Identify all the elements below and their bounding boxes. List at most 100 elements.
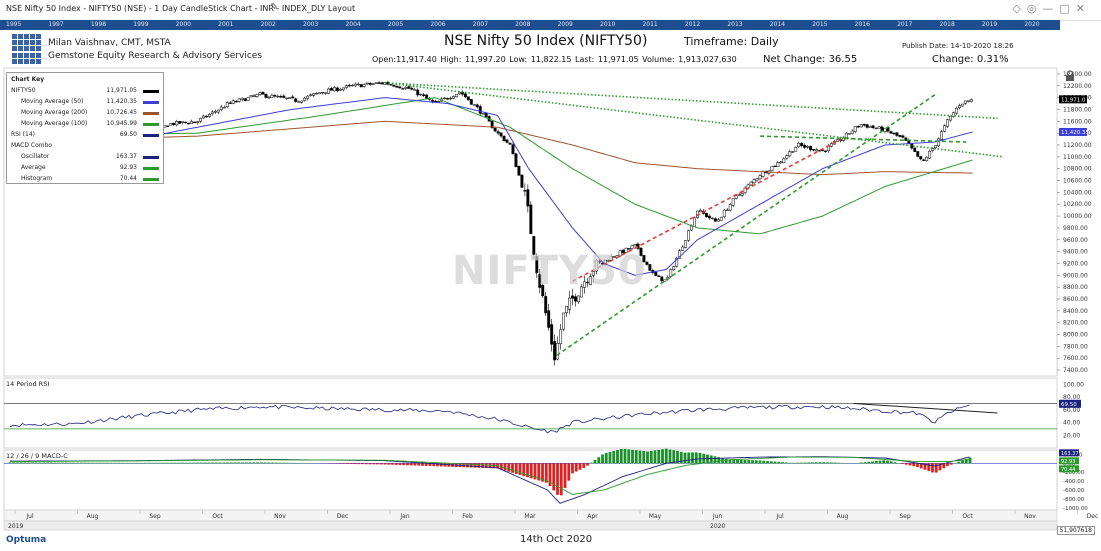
- candle-body: [901, 135, 905, 138]
- year-bar-label[interactable]: 2011: [642, 21, 658, 28]
- last-value-tag-text: 11,971.0: [1061, 97, 1086, 103]
- year-bar-label[interactable]: 2010: [600, 21, 616, 28]
- macd-histogram-bar: [124, 462, 128, 464]
- ma50-line: [9, 97, 973, 276]
- macd-histogram-bar: [574, 463, 578, 472]
- legend-row: Oscillator 163.37: [7, 153, 163, 163]
- candle-body: [193, 121, 196, 123]
- candle-body: [913, 147, 917, 152]
- candle-body: [327, 88, 330, 94]
- candle-body: [648, 264, 652, 271]
- macd-histogram-bar: [529, 463, 533, 479]
- edit-pencil-icon[interactable]: ✎: [270, 2, 279, 13]
- candle-body: [196, 121, 199, 123]
- macd-histogram-bar: [387, 463, 391, 465]
- macd-histogram-bar: [728, 459, 732, 464]
- year-bar-label[interactable]: 2012: [684, 21, 701, 28]
- candle-body: [353, 83, 357, 87]
- year-bar-label[interactable]: 1999: [133, 21, 149, 28]
- candle-body: [207, 114, 211, 117]
- candle-body: [606, 260, 610, 262]
- year-bar-label[interactable]: 2019: [981, 21, 998, 28]
- macd-histogram-bar: [139, 462, 143, 464]
- year-bar-label[interactable]: 1997: [48, 21, 64, 28]
- candle-body: [493, 127, 497, 132]
- candle-body: [499, 132, 503, 137]
- year-navigator-bar[interactable]: 1995 1997 1998 1999 2000 2001 2002 2003 2004 2005…: [0, 20, 1060, 30]
- candle-body: [713, 218, 717, 222]
- candle-body: [475, 104, 479, 108]
- macd-histogram-bar: [439, 463, 443, 467]
- macd-histogram-bar: [514, 463, 518, 474]
- candle-body: [928, 151, 932, 159]
- legend-row: NIFTY50 11,971.05: [7, 87, 163, 97]
- year-bar-label[interactable]: 2015: [812, 21, 828, 28]
- candle-body: [916, 151, 920, 157]
- year-bar-label[interactable]: 2006: [430, 21, 446, 28]
- year-bar-label[interactable]: 2014: [769, 21, 786, 28]
- year-bar-label[interactable]: 2000: [175, 21, 191, 28]
- lock-icon[interactable]: [1064, 70, 1076, 82]
- candle-body: [350, 85, 354, 87]
- macd-histogram-bar: [657, 449, 661, 464]
- candle-body: [853, 126, 857, 132]
- year-bar-label[interactable]: 2020: [1024, 21, 1040, 28]
- macd-histogram-bar: [604, 452, 608, 464]
- candle-body: [734, 195, 738, 199]
- candle-body: [588, 276, 592, 285]
- macd-histogram-bar: [391, 463, 394, 465]
- candle-body: [597, 260, 601, 263]
- candle-body: [347, 84, 351, 87]
- legend-row: Moving Average (200) 10,726.45: [7, 109, 163, 119]
- year-bar-label[interactable]: 2003: [303, 21, 319, 28]
- macd-histogram-bar: [533, 463, 537, 480]
- macd-histogram-bar: [79, 462, 83, 464]
- macd-histogram-bar: [42, 462, 46, 464]
- candle-body: [472, 104, 476, 106]
- year-bar-label[interactable]: 2016: [854, 21, 870, 28]
- year-bar-label[interactable]: 2009: [557, 21, 573, 28]
- candle-body: [639, 247, 643, 256]
- macd-histogram-bar: [244, 462, 248, 464]
- candle-body: [946, 119, 949, 127]
- candle-body: [707, 215, 711, 219]
- candle-body: [800, 143, 804, 146]
- candle-body: [437, 101, 441, 103]
- candle-body: [175, 120, 179, 126]
- macd-histogram-bar: [349, 463, 353, 464]
- candle-body: [356, 83, 360, 86]
- x-tick-label: Jul: [775, 513, 784, 520]
- macd-histogram-bar: [938, 463, 942, 471]
- candle-body: [579, 286, 583, 298]
- year-bar-label[interactable]: 2002: [260, 21, 276, 28]
- macd-histogram-bar: [792, 462, 796, 464]
- macd-histogram-bar: [128, 462, 132, 464]
- year-bar-label[interactable]: 1998: [90, 21, 107, 28]
- candle-body: [246, 96, 250, 101]
- year-bar-label[interactable]: 2007: [472, 21, 489, 28]
- macd-histogram-bar: [64, 462, 68, 464]
- macd-histogram-bar: [608, 451, 612, 464]
- x-tick-label: Jan: [399, 513, 409, 520]
- candle-body: [222, 107, 226, 109]
- macd-histogram-bar: [807, 462, 811, 464]
- y-tick-label: 8000.00: [1063, 332, 1088, 339]
- year-bar-label[interactable]: 2018: [939, 21, 955, 28]
- year-bar-label[interactable]: 1995: [6, 21, 22, 28]
- year-bar-label[interactable]: 2004: [345, 21, 361, 28]
- candle-body: [374, 82, 378, 84]
- year-bar-label[interactable]: 2005: [387, 21, 404, 28]
- y-tick-label: 7800.00: [1063, 343, 1088, 350]
- macd-histogram-bar: [192, 462, 196, 464]
- year-bar-label[interactable]: 2008: [515, 21, 531, 28]
- candle-body: [642, 255, 646, 263]
- window-controls[interactable]: ◇◎—□✕: [1012, 2, 1091, 15]
- year-bar-label[interactable]: 2001: [218, 21, 234, 28]
- macd-histogram-bar: [477, 463, 481, 468]
- chart-key-legend: Chart Key NIFTY50 11,971.05 Moving Average…: [6, 72, 164, 184]
- x-tick-label: Mar: [524, 513, 536, 520]
- year-bar-label[interactable]: 2013: [727, 21, 743, 28]
- candle-body: [249, 95, 253, 98]
- year-bar-label[interactable]: 2017: [897, 21, 913, 28]
